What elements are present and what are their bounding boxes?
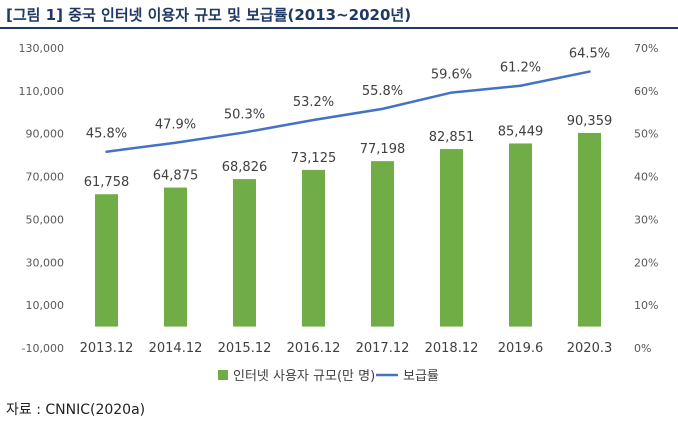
penetration-rate-line bbox=[105, 70, 591, 153]
line-value-label: 55.8% bbox=[362, 84, 403, 99]
x-category-label: 2017.12 bbox=[356, 341, 410, 356]
y-left-tick-label: -10,000 bbox=[22, 342, 64, 355]
bar-value-label: 85,449 bbox=[498, 124, 544, 139]
y-right-tick-label: 60% bbox=[634, 85, 658, 98]
bar-value-label: 82,851 bbox=[429, 130, 475, 145]
line-value-label: 47.9% bbox=[155, 118, 196, 133]
y-right-tick-label: 40% bbox=[634, 171, 658, 184]
line-value-label: 61.2% bbox=[500, 61, 541, 76]
y-left-tick-label: 110,000 bbox=[19, 85, 65, 98]
bar-value-label: 77,198 bbox=[360, 142, 406, 157]
line-value-label: 59.6% bbox=[431, 68, 472, 83]
bar-value-label: 90,359 bbox=[567, 114, 613, 129]
bar-2017.12 bbox=[371, 161, 394, 327]
bar-2019.6 bbox=[509, 143, 532, 327]
y-left-tick-label: 90,000 bbox=[26, 128, 65, 141]
x-category-label: 2016.12 bbox=[287, 341, 341, 356]
y-left-tick-label: 10,000 bbox=[26, 299, 65, 312]
bar-2014.12 bbox=[164, 187, 187, 327]
bar-value-label: 68,826 bbox=[222, 160, 268, 175]
line-value-label: 64.5% bbox=[569, 47, 610, 62]
y-left-tick-label: 70,000 bbox=[26, 171, 65, 184]
line-value-label: 53.2% bbox=[293, 95, 334, 110]
y-right-tick-label: 0% bbox=[634, 342, 651, 355]
legend-label-bar: 인터넷 사용자 규모(만 명) bbox=[233, 369, 375, 384]
x-category-label: 2018.12 bbox=[425, 341, 479, 356]
bar-line-combo-chart: -10,000 10,000 30,000 50,000 70,000 90,000 110… bbox=[19, 42, 659, 384]
legend-label-line: 보급률 bbox=[403, 369, 439, 384]
x-category-label: 2014.12 bbox=[149, 341, 203, 356]
bar-2013.12 bbox=[95, 194, 118, 327]
title-divider bbox=[0, 27, 678, 29]
figure-title: [그림 1] 중국 인터넷 이용자 규모 및 보급률(2013~2020년) bbox=[6, 6, 412, 24]
x-category-label: 2015.12 bbox=[218, 341, 272, 356]
y-left-tick-label: 30,000 bbox=[26, 256, 65, 269]
bar-value-label: 73,125 bbox=[291, 151, 337, 166]
legend-swatch-bar bbox=[218, 370, 228, 380]
x-category-label: 2019.6 bbox=[498, 341, 544, 356]
bar-2020.3 bbox=[578, 132, 601, 327]
line-value-label: 45.8% bbox=[86, 127, 127, 142]
line-value-label: 50.3% bbox=[224, 107, 265, 122]
bar-2018.12 bbox=[440, 149, 463, 327]
y-right-tick-label: 30% bbox=[634, 213, 658, 226]
x-category-label: 2013.12 bbox=[80, 341, 134, 356]
x-category-label: 2020.3 bbox=[567, 341, 613, 356]
y-right-tick-label: 10% bbox=[634, 299, 658, 312]
bar-value-label: 64,875 bbox=[153, 169, 199, 184]
bar-value-label: 61,758 bbox=[84, 175, 130, 190]
source-note: 자료 : CNNIC(2020a) bbox=[6, 402, 146, 418]
y-left-tick-label: 50,000 bbox=[26, 213, 65, 226]
y-right-tick-label: 70% bbox=[634, 42, 658, 55]
y-right-tick-label: 50% bbox=[634, 128, 658, 141]
y-left-tick-label: 130,000 bbox=[19, 42, 65, 55]
bar-2016.12 bbox=[302, 169, 325, 327]
y-right-tick-label: 20% bbox=[634, 256, 658, 269]
bar-2015.12 bbox=[233, 179, 256, 327]
